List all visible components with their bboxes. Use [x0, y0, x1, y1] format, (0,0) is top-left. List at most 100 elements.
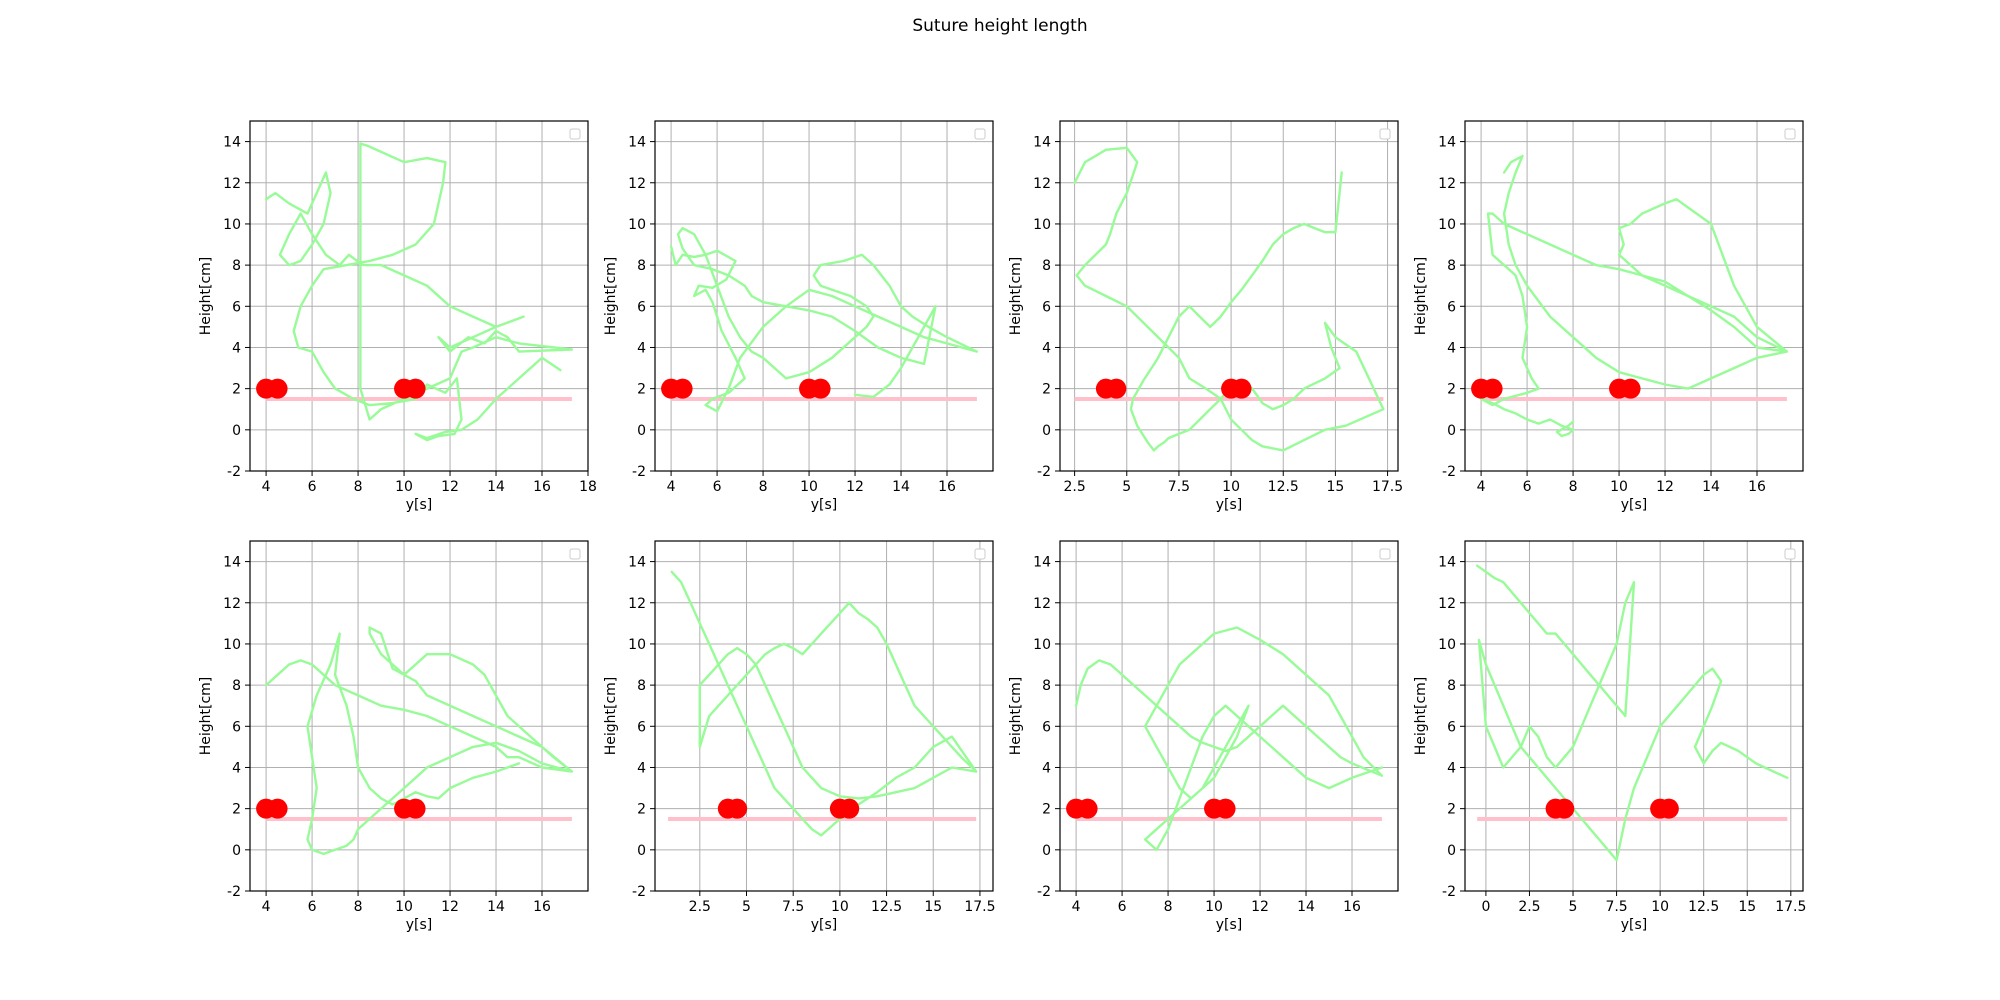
- y-axis-label: Height[cm]: [603, 677, 619, 756]
- marker-point-2: [727, 798, 748, 819]
- trace-line: [264, 142, 574, 442]
- x-tick-label-0: 4: [1477, 479, 1486, 495]
- marker-point-2: [267, 378, 288, 399]
- marker-point-2: [267, 798, 288, 819]
- x-tick-label-0: 4: [1072, 899, 1081, 915]
- x-tick-label-3: 10: [831, 899, 849, 915]
- marker-point-4: [1215, 798, 1236, 819]
- y-tick-label-3: 4: [1042, 340, 1051, 356]
- x-tick-label-4: 12: [441, 479, 459, 495]
- plot-frame: [1464, 540, 1804, 892]
- y-tick-label-2: 2: [637, 382, 646, 398]
- y-axis-label: Height[cm]: [198, 677, 214, 756]
- y-tick-label-2: 2: [1447, 802, 1456, 818]
- x-tick-label-2: 8: [354, 899, 363, 915]
- x-tick-label-2: 7.5: [782, 899, 804, 915]
- legend-box: [974, 548, 986, 560]
- trace-line: [1074, 626, 1384, 851]
- y-tick-label-1: 0: [637, 843, 646, 859]
- y-tick-label-5: 8: [1447, 258, 1456, 274]
- x-tick-label-6: 16: [1343, 899, 1361, 915]
- x-tick-label-0: 2.5: [1063, 479, 1085, 495]
- y-tick-label-5: 8: [1042, 258, 1051, 274]
- plot-frame: [654, 120, 994, 472]
- y-tick-label-8: 14: [628, 135, 646, 151]
- x-axis-label: y[s]: [1621, 917, 1648, 933]
- y-tick-label-4: 6: [1447, 299, 1456, 315]
- y-tick-label-4: 6: [637, 299, 646, 315]
- x-axis-label: y[s]: [1216, 917, 1243, 933]
- x-tick-label-3: 7.5: [1605, 899, 1627, 915]
- y-tick-label-5: 8: [1447, 678, 1456, 694]
- x-tick-label-0: 4: [667, 479, 676, 495]
- plot-frame: [1464, 120, 1804, 472]
- x-tick-label-3: 10: [395, 479, 413, 495]
- x-tick-label-2: 5: [1569, 899, 1578, 915]
- x-tick-label-5: 14: [892, 479, 910, 495]
- x-tick-label-2: 8: [1569, 479, 1578, 495]
- y-tick-label-4: 6: [1042, 719, 1051, 735]
- marker-point-2: [1482, 378, 1503, 399]
- x-tick-label-1: 6: [1118, 899, 1127, 915]
- y-tick-label-1: 0: [1042, 423, 1051, 439]
- y-tick-label-3: 4: [1447, 760, 1456, 776]
- x-tick-label-3: 10: [1205, 899, 1223, 915]
- y-tick-label-7: 12: [1438, 176, 1456, 192]
- trace-line: [1479, 154, 1789, 438]
- x-tick-label-6: 16: [1748, 479, 1766, 495]
- legend-box: [569, 128, 581, 140]
- y-tick-label-3: 4: [232, 760, 241, 776]
- grid: [1465, 541, 1803, 892]
- x-tick-label-2: 8: [354, 479, 363, 495]
- subplot-6: 2.5 5 7.5 10 12.5 15 17.5 -2 0 2 4 6 8 10 12 14 y[s] Heig…: [603, 540, 996, 933]
- x-tick-label-7: 18: [579, 479, 597, 495]
- x-tick-label-5: 15: [1326, 479, 1344, 495]
- x-tick-label-2: 7.5: [1168, 479, 1190, 495]
- marker-point-4: [1658, 798, 1679, 819]
- x-tick-label-4: 12.5: [871, 899, 902, 915]
- x-tick-label-5: 15: [924, 899, 942, 915]
- y-tick-label-8: 14: [1033, 135, 1051, 151]
- y-tick-label-3: 4: [1042, 760, 1051, 776]
- grid: [1060, 541, 1398, 892]
- x-tick-label-1: 5: [1122, 479, 1131, 495]
- y-tick-label-8: 14: [1033, 555, 1051, 571]
- marker-point-2: [1554, 798, 1575, 819]
- y-tick-label-5: 8: [637, 258, 646, 274]
- y-tick-label-2: 2: [1447, 382, 1456, 398]
- y-tick-label-6: 10: [223, 217, 241, 233]
- y-tick-label-6: 10: [628, 637, 646, 653]
- y-tick-label-1: 0: [1447, 423, 1456, 439]
- x-tick-label-3: 10: [1610, 479, 1628, 495]
- y-tick-label-2: 2: [1042, 802, 1051, 818]
- x-tick-label-1: 6: [308, 899, 317, 915]
- y-tick-label-1: 0: [232, 423, 241, 439]
- y-tick-label-4: 6: [637, 719, 646, 735]
- x-tick-label-4: 10: [1651, 899, 1669, 915]
- x-tick-label-6: 16: [533, 899, 551, 915]
- trace-line: [670, 570, 978, 837]
- y-tick-label-3: 4: [232, 340, 241, 356]
- y-tick-label-0: -2: [1442, 884, 1456, 900]
- y-tick-label-7: 12: [628, 176, 646, 192]
- y-tick-label-2: 2: [232, 382, 241, 398]
- subplot-2: 4 6 8 10 12 14 16 -2 0 2 4 6 8 10 12 14 y[s] Height[cm]: [603, 120, 994, 513]
- y-tick-label-7: 12: [223, 176, 241, 192]
- subplot-grid: 4 6 8 10 12 14 16 18 -2 0 2 4 6 8 10 12 14 y[s] Height[cm]…: [198, 120, 1806, 933]
- grid: [655, 121, 993, 472]
- x-tick-label-1: 2.5: [1518, 899, 1540, 915]
- y-tick-label-4: 6: [1447, 719, 1456, 735]
- legend-box: [569, 548, 581, 560]
- grid: [250, 121, 589, 472]
- marker-point-4: [839, 798, 860, 819]
- y-tick-label-7: 12: [1033, 596, 1051, 612]
- x-tick-label-0: 0: [1481, 899, 1490, 915]
- y-tick-label-6: 10: [1033, 217, 1051, 233]
- marker-point-4: [405, 798, 426, 819]
- y-tick-label-7: 12: [223, 596, 241, 612]
- y-axis-label: Height[cm]: [198, 257, 214, 336]
- x-tick-label-0: 2.5: [689, 899, 711, 915]
- y-tick-label-4: 6: [1042, 299, 1051, 315]
- marker-point-4: [405, 378, 426, 399]
